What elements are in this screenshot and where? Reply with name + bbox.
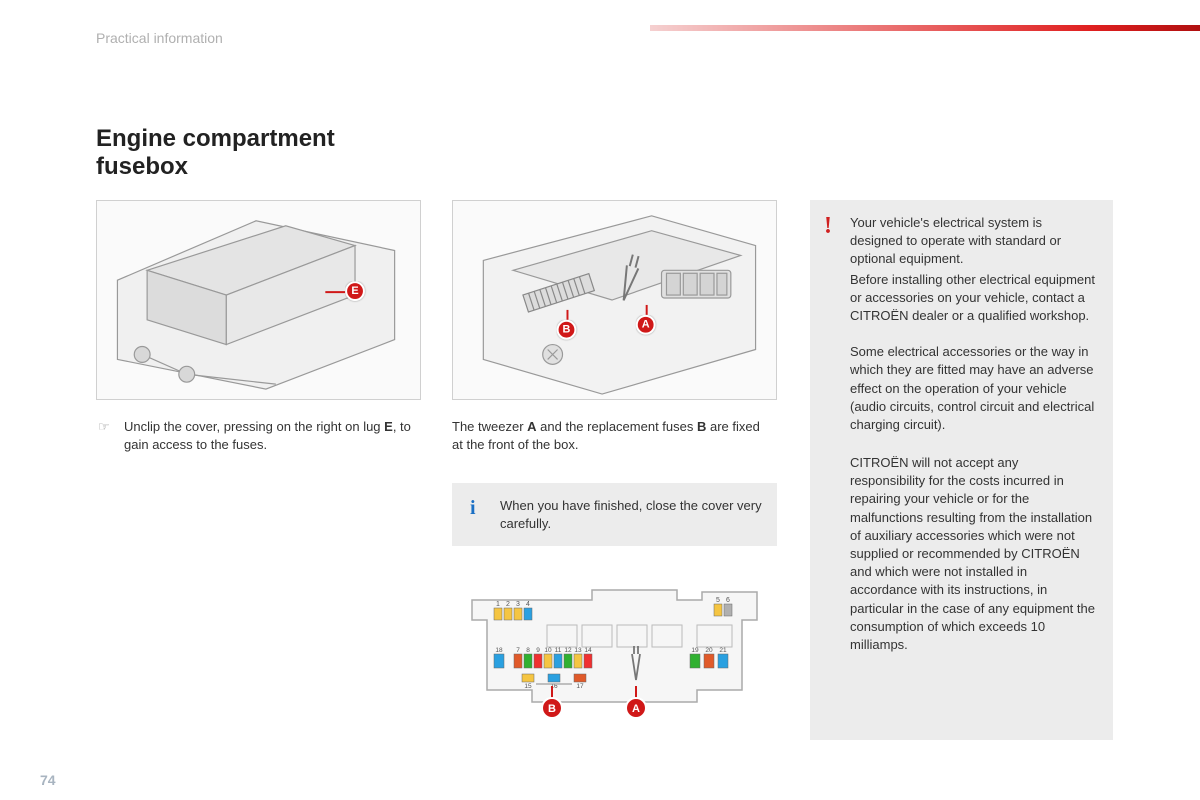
warn-p1: Your vehicle's electrical system is desi…	[850, 214, 1095, 269]
svg-text:11: 11	[555, 647, 562, 654]
figure-fusebox-cover: E	[96, 200, 421, 400]
svg-text:2: 2	[506, 601, 510, 608]
chapter-label: Practical information	[96, 30, 223, 46]
caption-figure2: The tweezer A and the replacement fuses …	[452, 418, 772, 453]
svg-text:15: 15	[524, 683, 532, 690]
figure-fusebox-open: B A	[452, 200, 777, 400]
header-accent-bar	[650, 25, 1200, 31]
warn-p3: Some electrical accessories or the way i…	[850, 343, 1095, 434]
callout-a-fig3: A	[632, 703, 640, 715]
caption-figure1: Unclip the cover, pressing on the right …	[124, 418, 424, 453]
info-text: When you have finished, close the cover …	[500, 498, 762, 531]
svg-text:20: 20	[705, 647, 713, 654]
warn-p2: Before installing other electrical equip…	[850, 271, 1095, 326]
title-line1: Engine compartment	[96, 125, 335, 152]
warning-icon: !	[824, 210, 832, 244]
svg-text:7: 7	[516, 647, 520, 654]
svg-text:17: 17	[576, 683, 584, 690]
callout-b-fig2: B	[557, 320, 577, 340]
caption2-mid: and the replacement fuses	[537, 419, 697, 434]
caption1-pre: Unclip the cover, pressing on the right …	[124, 419, 384, 434]
svg-text:21: 21	[719, 647, 727, 654]
svg-text:6: 6	[726, 597, 730, 604]
callout-b-fig3: B	[548, 703, 556, 715]
svg-text:19: 19	[691, 647, 699, 654]
svg-text:18: 18	[495, 647, 503, 654]
callout-e: E	[345, 281, 365, 301]
callout-a-fig2: A	[636, 315, 656, 335]
warn-p4: CITROËN will not accept any responsibili…	[850, 454, 1095, 654]
caption1-bold: E	[384, 419, 393, 434]
caption2-bold2: B	[697, 419, 706, 434]
svg-text:9: 9	[536, 647, 540, 654]
svg-text:13: 13	[574, 647, 582, 654]
svg-text:4: 4	[526, 601, 530, 608]
figure-fusemap: 123456187891011121314192021151617BA	[452, 580, 777, 730]
info-box: When you have finished, close the cover …	[452, 483, 777, 546]
title-line2: fusebox	[96, 153, 188, 180]
warning-box: ! Your vehicle's electrical system is de…	[810, 200, 1113, 740]
svg-text:5: 5	[716, 597, 720, 604]
svg-text:3: 3	[516, 601, 520, 608]
svg-text:10: 10	[544, 647, 552, 654]
svg-text:8: 8	[526, 647, 530, 654]
svg-text:1: 1	[496, 601, 500, 608]
page-title: Engine compartment fusebox	[96, 125, 335, 180]
caption2-pre: The tweezer	[452, 419, 527, 434]
svg-text:12: 12	[564, 647, 572, 654]
caption2-bold1: A	[527, 419, 536, 434]
page-number: 74	[40, 772, 56, 788]
svg-text:14: 14	[584, 647, 592, 654]
